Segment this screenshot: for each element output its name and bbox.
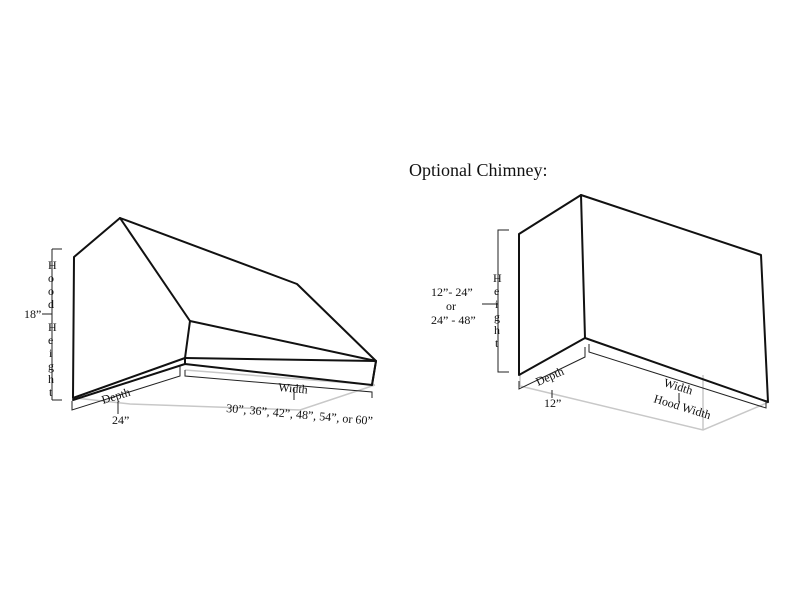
chimney-figure — [482, 194, 770, 431]
hood-height-letter-1: o — [48, 271, 54, 285]
hood-height-letter-7: i — [49, 346, 53, 360]
chimney-height-option-2: 24” - 48” — [431, 313, 476, 327]
chimney-left-face — [518, 194, 586, 376]
chimney-depth-line — [518, 347, 586, 398]
hood-height-letter-2: o — [48, 284, 54, 298]
hood-height-value: 18” — [24, 307, 41, 321]
hood-height-letter-5: H — [48, 320, 57, 334]
hood-height-letter-0: H — [48, 258, 57, 272]
hood-width-label: Width — [278, 380, 309, 397]
chimney-height-letter-2: i — [495, 297, 499, 311]
hood-height-bracket — [51, 248, 62, 401]
chimney-height-letter-1: e — [494, 284, 499, 298]
chimney-height-option-1: 12”- 24” — [431, 285, 473, 299]
chimney-ghost-footprint — [519, 375, 770, 431]
chimney-height-letter-0: H — [493, 271, 502, 285]
hood-height-letter-3: d — [48, 297, 54, 311]
chimney-depth-value: 12” — [544, 396, 561, 410]
chimney-height-letter-5: t — [495, 336, 499, 350]
chimney-height-letter-4: h — [494, 323, 500, 337]
hood-body-outline — [72, 217, 191, 399]
hood-height-letter-10: t — [49, 385, 53, 399]
chimney-depth-label: Depth — [534, 364, 566, 389]
hood-depth-value: 24” — [112, 413, 129, 427]
chimney-height-letter-3: g — [494, 310, 500, 324]
chimney-title: Optional Chimney: — [409, 160, 548, 180]
hood-width-options: 30”, 36”, 42”, 48”, 54”, or 60” — [226, 401, 374, 428]
chimney-front-face — [580, 194, 769, 403]
hood-height-letter-6: e — [48, 333, 53, 347]
hood-width-line — [184, 370, 373, 400]
chimney-width-line — [588, 344, 767, 409]
chimney-height-bracket — [482, 229, 509, 373]
hood-figure — [42, 217, 377, 414]
hood-height-letter-8: g — [48, 359, 54, 373]
hood-right-lip — [371, 360, 377, 386]
hood-depth-line — [71, 366, 181, 414]
hood-ghost-floor — [74, 384, 376, 411]
hood-height-letter-9: h — [48, 372, 54, 386]
chimney-height-or: or — [446, 299, 456, 313]
hood-front-outline — [119, 217, 377, 362]
